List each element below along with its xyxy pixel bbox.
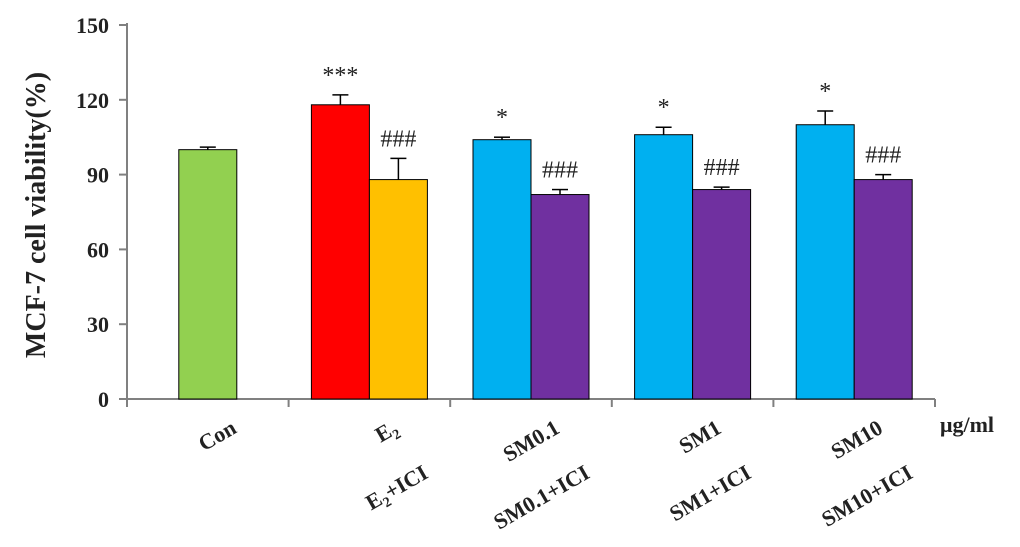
bar xyxy=(472,139,532,400)
bar xyxy=(530,194,590,400)
bar xyxy=(310,104,370,400)
y-tick-label: 150 xyxy=(76,13,109,38)
x-category-label: E2 xyxy=(371,415,404,451)
x-category-label: SM1+ICI xyxy=(665,460,755,526)
significance-label: ### xyxy=(380,126,416,152)
significance-label: * xyxy=(819,79,831,105)
significance-label: ### xyxy=(542,158,578,184)
y-tick-label: 60 xyxy=(87,237,109,262)
y-tick-label: 120 xyxy=(76,88,109,113)
y-axis-title: MCF-7 cell viability(%) xyxy=(21,72,52,358)
significance-label: *** xyxy=(322,63,358,89)
bar xyxy=(368,179,428,400)
y-tick-label: 90 xyxy=(87,163,109,188)
bar xyxy=(178,149,238,400)
significance-label: * xyxy=(658,95,670,121)
x-category-label: SM0.1+ICI xyxy=(489,460,593,535)
x-category-label: SM10 xyxy=(827,415,887,464)
x-category-label: SM1 xyxy=(674,415,725,459)
x-category-label: E2+ICI xyxy=(361,460,434,519)
bar xyxy=(692,189,752,400)
significance-label: ### xyxy=(704,155,740,181)
x-category-label: SM10+ICI xyxy=(817,460,917,532)
significance-label: * xyxy=(496,105,508,131)
significance-label: ### xyxy=(865,143,901,169)
y-tick-label: 30 xyxy=(87,312,109,337)
bar xyxy=(634,134,694,400)
x-category-label: SM0.1 xyxy=(499,415,564,467)
x-unit-label: μg/ml xyxy=(940,412,994,437)
y-tick-label: 0 xyxy=(98,387,109,412)
bar xyxy=(795,124,855,400)
bar xyxy=(853,179,913,400)
x-category-label: Con xyxy=(194,415,240,456)
plot-area: 0 30 60 90 120 150 *** ### * ### * ### * ### Con E2 E2+I… xyxy=(76,13,936,535)
